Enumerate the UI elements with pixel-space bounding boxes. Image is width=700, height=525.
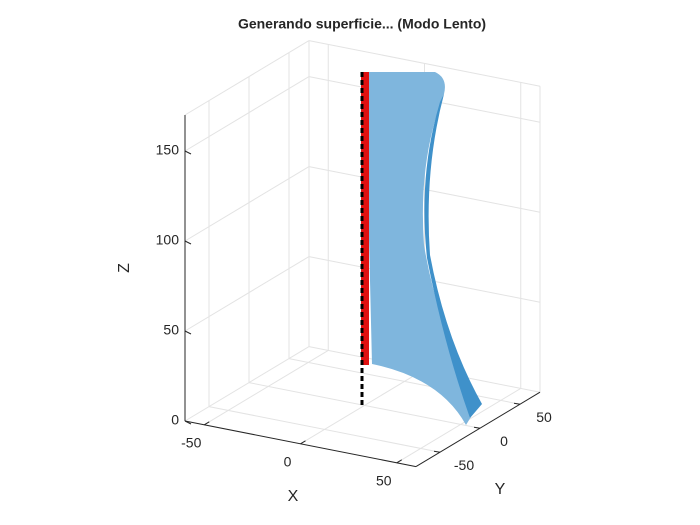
x-tick-label: 0 (284, 454, 292, 470)
y-tick-label: -50 (454, 457, 474, 473)
grid-line (308, 40, 541, 87)
z-tick-label: 0 (171, 412, 179, 428)
z-tick-label: 150 (156, 142, 180, 158)
tick-mark (184, 150, 192, 155)
grid-line (396, 387, 522, 464)
tick-mark (396, 459, 403, 464)
tick-mark (184, 240, 192, 245)
grid-line (203, 349, 329, 426)
z-axis-label: Z (116, 263, 133, 273)
y-axis-label: Y (495, 481, 506, 498)
tick-mark (300, 440, 306, 445)
chart-title: Generando superficie... (Modo Lento) (238, 16, 486, 32)
z-tick-label: 50 (163, 322, 179, 338)
surface-face (365, 72, 480, 425)
tick-mark (184, 330, 192, 335)
grid-line (184, 76, 310, 152)
red-line (361, 72, 369, 365)
grid-line (248, 382, 481, 429)
grid-line (184, 346, 310, 422)
grid-line (208, 406, 441, 453)
x-tick-label: 50 (376, 473, 392, 489)
y-tick-label: 0 (500, 433, 508, 449)
tick-mark (184, 420, 192, 425)
y-axis (415, 391, 541, 468)
grid-line (184, 166, 310, 242)
x-tick-label: -50 (181, 435, 201, 451)
tick-mark (513, 402, 521, 405)
y-tick-label: 50 (536, 409, 552, 425)
grid-line (184, 256, 310, 332)
tick-mark (203, 421, 210, 426)
grid-line (288, 358, 521, 405)
tick-mark (473, 426, 481, 429)
grid-line (184, 40, 310, 116)
surface (360, 72, 482, 425)
tick-mark (433, 450, 441, 453)
z-tick-label: 100 (156, 232, 180, 248)
surface-edge (424, 94, 482, 418)
grid-line (300, 368, 425, 445)
x-axis-label: X (288, 488, 299, 505)
